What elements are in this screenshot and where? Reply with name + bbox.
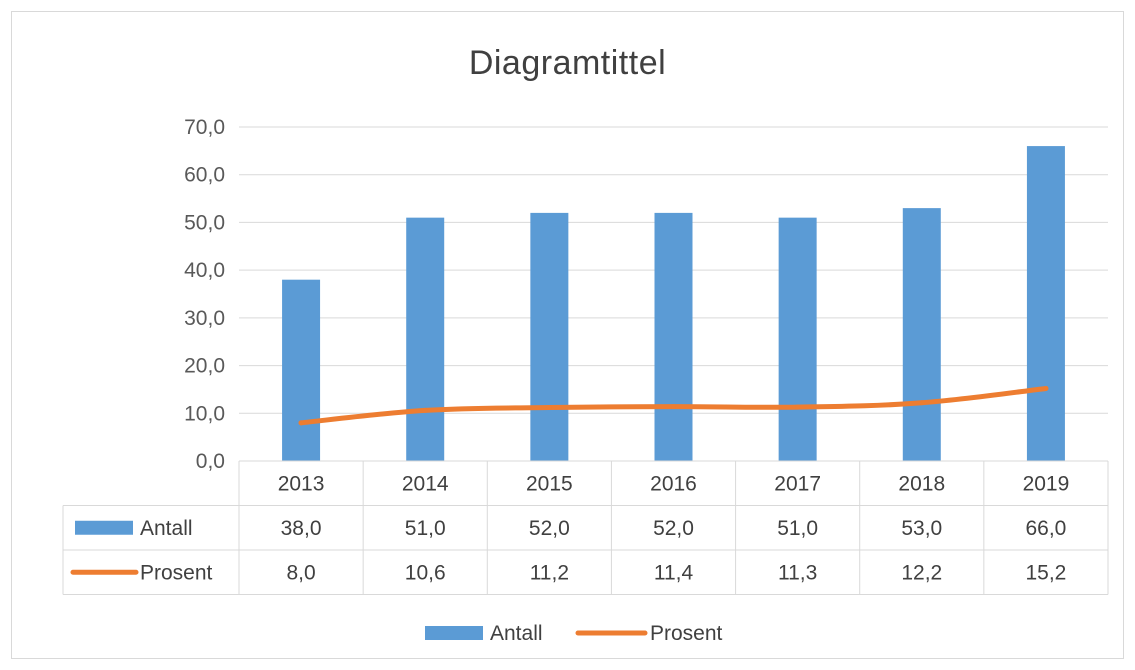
- data-label: 10,6: [405, 561, 446, 584]
- y-tick-label: 60,0: [184, 164, 225, 187]
- bar-antall-2017: [778, 217, 817, 461]
- point-prosent-2015: [546, 405, 552, 411]
- data-label: 51,0: [405, 517, 446, 540]
- data-label: 11,2: [530, 561, 569, 584]
- bar-antall-2018: [902, 208, 941, 461]
- x-tick-label: 2019: [1023, 472, 1070, 495]
- chart-title: Diagramtittel: [468, 44, 667, 82]
- point-prosent-2019: [1043, 385, 1049, 391]
- data-label: 8,0: [286, 561, 315, 584]
- y-tick-label: 10,0: [184, 402, 225, 425]
- data-label: 11,4: [654, 561, 694, 584]
- antall-bars: [282, 146, 1065, 462]
- legend-label: Prosent: [650, 622, 723, 645]
- x-tick-label: 2014: [402, 472, 449, 495]
- data-label: 51,0: [777, 517, 818, 540]
- row-label: Prosent: [140, 561, 213, 584]
- data-label: 52,0: [529, 517, 570, 540]
- row-key-antall: [75, 520, 133, 535]
- y-tick-label: 50,0: [184, 211, 225, 234]
- point-prosent-2014: [422, 407, 428, 413]
- y-tick-label: 70,0: [184, 116, 225, 139]
- bar-antall-2016: [654, 212, 693, 461]
- legend: Antall Prosent: [425, 622, 723, 645]
- point-prosent-2016: [671, 404, 676, 410]
- x-tick-label: 2018: [898, 472, 945, 495]
- bar-antall-2014: [406, 217, 445, 461]
- legend-label: Antall: [490, 622, 543, 645]
- x-tick-label: 2015: [526, 472, 573, 495]
- x-tick-label: 2017: [774, 472, 821, 495]
- y-tick-label: 0,0: [196, 450, 225, 473]
- data-label: 53,0: [901, 517, 942, 540]
- x-tick-label: 2013: [278, 472, 325, 495]
- row-label: Antall: [140, 517, 193, 540]
- data-label: 38,0: [281, 517, 322, 540]
- y-tick-label: 30,0: [184, 307, 225, 330]
- point-prosent-2013: [298, 420, 304, 426]
- y-axis-ticks: 0,0 10,0 20,0 30,0 40,0 50,0 60,0 70,0: [184, 116, 225, 473]
- y-tick-label: 40,0: [184, 259, 225, 282]
- data-table: 2013 2014 2015 2016 2017 2018 2019 Antall 38,0 51…: [62, 460, 1109, 595]
- bar-antall-2019: [1026, 146, 1065, 462]
- data-label: 12,2: [901, 561, 942, 584]
- data-label: 15,2: [1025, 561, 1066, 584]
- data-label: 66,0: [1025, 517, 1066, 540]
- data-label: 11,3: [778, 561, 817, 584]
- bar-antall-2015: [530, 212, 569, 461]
- x-tick-label: 2016: [650, 472, 697, 495]
- point-prosent-2017: [795, 404, 801, 410]
- bar-antall-2013: [282, 279, 321, 461]
- data-label: 52,0: [653, 517, 694, 540]
- prosent-line: [298, 385, 1049, 426]
- legend-key-antall: [425, 626, 483, 640]
- point-prosent-2018: [919, 400, 925, 406]
- y-tick-label: 20,0: [184, 355, 225, 378]
